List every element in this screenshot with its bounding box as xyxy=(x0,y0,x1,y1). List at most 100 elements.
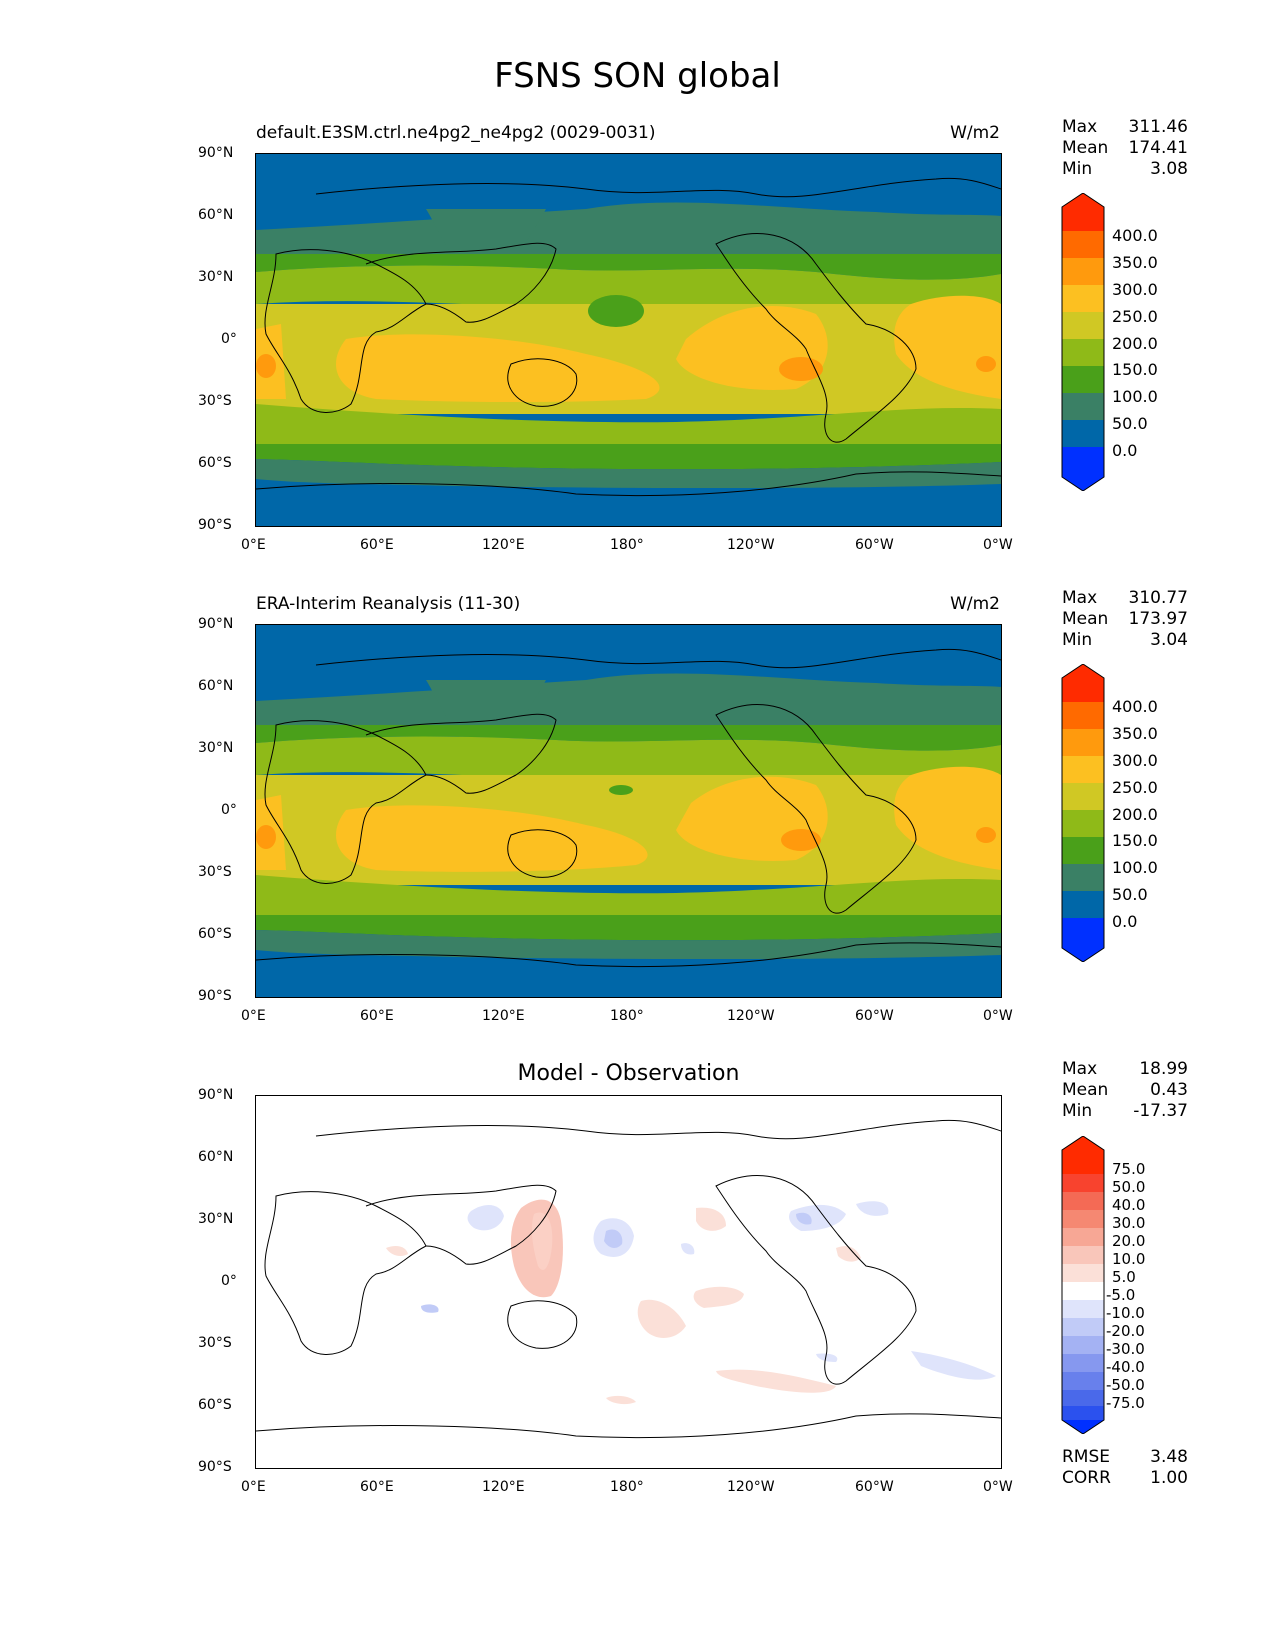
lat-tick: 0° xyxy=(221,802,237,818)
colorbar-label: 50.0 xyxy=(1112,414,1148,433)
lon-tick: 180° xyxy=(610,1008,644,1024)
lon-tick: 120°W xyxy=(727,1008,775,1024)
colorbar-label: 350.0 xyxy=(1112,724,1158,743)
colorbar-label: 200.0 xyxy=(1112,805,1158,824)
lon-tick: 60°W xyxy=(855,1479,894,1495)
panel-2-stats: Max 310.77 Mean 173.97 Min 3.04 xyxy=(1062,588,1188,651)
lat-tick: 30°S xyxy=(198,1335,232,1351)
stat-value: 173.97 xyxy=(1128,609,1188,629)
lon-tick: 120°E xyxy=(482,1008,525,1024)
stat-label: Mean xyxy=(1062,1080,1109,1100)
lon-tick: 0°E xyxy=(241,1479,266,1495)
colorbar-label: 0.0 xyxy=(1112,441,1138,460)
lat-tick: 30°N xyxy=(198,1211,234,1227)
lon-tick: 0°W xyxy=(983,537,1013,553)
lat-tick: 60°S xyxy=(198,1397,232,1413)
lat-tick: 30°S xyxy=(198,393,232,409)
lat-tick: 90°N xyxy=(198,145,234,161)
lat-tick: 60°S xyxy=(198,926,232,942)
colorbar-label: 150.0 xyxy=(1112,831,1158,850)
stat-label: Min xyxy=(1062,1101,1093,1121)
panel-2-colorbar xyxy=(1060,663,1106,966)
lon-tick: 120°W xyxy=(727,537,775,553)
stat-value: -17.37 xyxy=(1133,1101,1188,1121)
lat-tick: 90°S xyxy=(198,517,232,533)
stat-label: Max xyxy=(1062,117,1098,137)
colorbar-label: 300.0 xyxy=(1112,751,1158,770)
panel-1-colorbar xyxy=(1060,192,1106,495)
lat-tick: 90°S xyxy=(198,1459,232,1475)
panel-1-units: W/m2 xyxy=(950,123,1000,143)
colorbar-label: 50.0 xyxy=(1112,885,1148,904)
colorbar-label: 350.0 xyxy=(1112,253,1158,272)
colorbar-label: 0.0 xyxy=(1112,912,1138,931)
lat-tick: 0° xyxy=(221,331,237,347)
lon-tick: 60°W xyxy=(855,537,894,553)
colorbar-label: -10.0 xyxy=(1106,1304,1145,1322)
colorbar-label: 75.0 xyxy=(1112,1160,1146,1178)
lon-tick: 180° xyxy=(610,1479,644,1495)
colorbar-label: 20.0 xyxy=(1112,1232,1146,1250)
lon-tick: 0°W xyxy=(983,1479,1013,1495)
panel-1-map xyxy=(255,153,1002,527)
colorbar-label: -30.0 xyxy=(1106,1340,1145,1358)
stat-label: Mean xyxy=(1062,609,1109,629)
panel-3-colorbar xyxy=(1060,1135,1106,1438)
colorbar-label: -50.0 xyxy=(1106,1376,1145,1394)
lat-tick: 60°S xyxy=(198,455,232,471)
lon-tick: 0°E xyxy=(241,537,266,553)
colorbar-label: -5.0 xyxy=(1106,1286,1136,1304)
lat-tick: 0° xyxy=(221,1273,237,1289)
panel-1-title: default.E3SM.ctrl.ne4pg2_ne4pg2 (0029-00… xyxy=(256,123,656,143)
metric-label: CORR xyxy=(1062,1468,1111,1488)
lon-tick: 120°W xyxy=(727,1479,775,1495)
colorbar-label: 300.0 xyxy=(1112,280,1158,299)
lon-tick: 60°E xyxy=(360,1479,394,1495)
panel-2-units: W/m2 xyxy=(950,594,1000,614)
colorbar-label: 5.0 xyxy=(1112,1268,1136,1286)
panel-2-title: ERA-Interim Reanalysis (11-30) xyxy=(256,594,521,614)
stat-value: 174.41 xyxy=(1128,138,1188,158)
stat-value: 0.43 xyxy=(1150,1080,1188,1100)
stat-label: Min xyxy=(1062,630,1093,650)
colorbar-label: -75.0 xyxy=(1106,1394,1145,1412)
lat-tick: 60°N xyxy=(198,1149,234,1165)
metric-value: 1.00 xyxy=(1150,1468,1188,1488)
stat-value: 3.04 xyxy=(1150,630,1188,650)
lat-tick: 60°N xyxy=(198,678,234,694)
colorbar-label: 100.0 xyxy=(1112,858,1158,877)
lon-tick: 60°E xyxy=(360,1008,394,1024)
lat-tick: 60°N xyxy=(198,207,234,223)
lat-tick: 30°N xyxy=(198,740,234,756)
stat-value: 18.99 xyxy=(1139,1059,1188,1079)
panel-2-map xyxy=(255,624,1002,998)
colorbar-label: 150.0 xyxy=(1112,360,1158,379)
panel-3-map xyxy=(255,1095,1002,1469)
stat-value: 310.77 xyxy=(1128,588,1188,608)
lon-tick: 60°E xyxy=(360,537,394,553)
figure-title: FSNS SON global xyxy=(494,56,781,96)
stat-value: 311.46 xyxy=(1128,117,1188,137)
lon-tick: 180° xyxy=(610,537,644,553)
colorbar-label: 50.0 xyxy=(1112,1178,1146,1196)
lat-tick: 90°N xyxy=(198,616,234,632)
lat-tick: 90°S xyxy=(198,988,232,1004)
stat-label: Max xyxy=(1062,1059,1098,1079)
lat-tick: 30°N xyxy=(198,269,234,285)
lon-tick: 120°E xyxy=(482,537,525,553)
panel-1-stats: Max 311.46 Mean 174.41 Min 3.08 xyxy=(1062,117,1188,180)
lat-tick: 90°N xyxy=(198,1087,234,1103)
colorbar-label: 400.0 xyxy=(1112,226,1158,245)
metric-label: RMSE xyxy=(1062,1447,1111,1467)
lon-tick: 60°W xyxy=(855,1008,894,1024)
stat-label: Min xyxy=(1062,159,1093,179)
colorbar-label: -40.0 xyxy=(1106,1358,1145,1376)
colorbar-label: 250.0 xyxy=(1112,778,1158,797)
stat-value: 3.08 xyxy=(1150,159,1188,179)
stat-label: Max xyxy=(1062,588,1098,608)
lon-tick: 120°E xyxy=(482,1479,525,1495)
panel-3-stats: Max 18.99 Mean 0.43 Min -17.37 xyxy=(1062,1059,1188,1122)
stat-label: Mean xyxy=(1062,138,1109,158)
panel-3-title: Model - Observation xyxy=(517,1061,740,1086)
colorbar-label: 40.0 xyxy=(1112,1196,1146,1214)
